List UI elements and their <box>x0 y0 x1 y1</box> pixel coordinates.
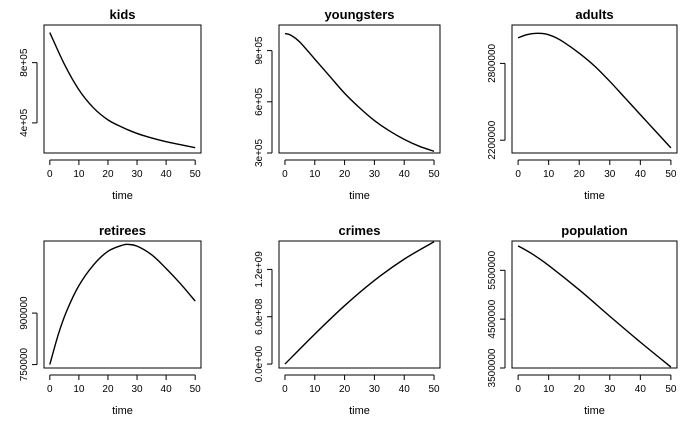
y-tick-label: 750000 <box>19 347 30 381</box>
x-tick-label: 20 <box>574 384 586 395</box>
panel-youngsters: youngsters 0 10 20 30 40 50 time 3e+05 6e+05 9e+05 <box>254 7 441 202</box>
x-tick-label: 30 <box>131 384 143 395</box>
x-tick-label: 0 <box>47 384 53 395</box>
x-tick-label: 20 <box>102 169 114 180</box>
x-axis-label-adults: time <box>584 190 605 202</box>
x-tick-label: 40 <box>161 384 173 395</box>
y-tick-label: 2200000 <box>487 120 498 159</box>
x-axis-label-crimes: time <box>349 405 370 417</box>
x-tick-label: 10 <box>543 384 555 395</box>
y-tick-label: 4500000 <box>487 299 498 338</box>
x-tick-label: 50 <box>428 169 440 180</box>
x-tick-label: 30 <box>369 169 381 180</box>
x-axis-label-kids: time <box>112 190 133 202</box>
x-tick-label: 50 <box>665 169 677 180</box>
x-tick-label: 0 <box>515 169 521 180</box>
plot-frame-youngsters <box>278 24 441 154</box>
x-tick-label: 20 <box>339 169 351 180</box>
x-tick-label: 0 <box>515 384 521 395</box>
y-tick-label: 5500000 <box>487 250 498 289</box>
plot-frame-crimes <box>278 240 441 369</box>
chart-title-kids: kids <box>109 7 135 22</box>
y-tick-label: 2800000 <box>487 43 498 82</box>
x-tick-label: 0 <box>282 169 288 180</box>
plot-frame-kids <box>43 24 202 154</box>
x-tick-label: 30 <box>131 169 143 180</box>
chart-title-population: population <box>561 223 627 238</box>
series-line-retirees <box>49 243 196 365</box>
x-tick-label: 50 <box>665 384 677 395</box>
x-tick-label: 50 <box>190 384 202 395</box>
chart-title-crimes: crimes <box>339 223 381 238</box>
x-tick-label: 10 <box>73 384 85 395</box>
y-tick-label: 8e+05 <box>19 48 30 77</box>
y-tick-label: 6.0e+08 <box>254 298 265 335</box>
y-tick-label: 3500000 <box>487 348 498 387</box>
x-tick-label: 40 <box>399 384 411 395</box>
series-line-youngsters <box>284 32 435 152</box>
y-tick-label: 0.0e+00 <box>254 345 265 382</box>
panel-kids: kids 0 10 20 30 40 50 time 4e+05 8e+05 <box>19 7 202 202</box>
x-tick-label: 40 <box>635 169 647 180</box>
x-tick-label: 0 <box>282 384 288 395</box>
x-tick-label: 10 <box>73 169 85 180</box>
series-line-population <box>517 245 672 368</box>
x-tick-label: 10 <box>309 384 321 395</box>
series-line-kids <box>49 32 196 149</box>
x-tick-label: 10 <box>543 169 555 180</box>
plot-frame-population <box>511 240 678 369</box>
x-tick-label: 20 <box>574 169 586 180</box>
panel-adults: adults 0 10 20 30 40 50 time 2200000 2800000 <box>487 7 678 202</box>
x-tick-label: 50 <box>190 169 202 180</box>
y-tick-label: 1.2e+09 <box>254 251 265 288</box>
plot-frame-adults <box>511 24 678 154</box>
x-tick-label: 10 <box>309 169 321 180</box>
y-tick-label: 3e+05 <box>254 139 265 168</box>
x-tick-label: 50 <box>428 384 440 395</box>
y-tick-label: 6e+05 <box>254 87 265 116</box>
chart-title-retirees: retirees <box>99 223 146 238</box>
x-tick-label: 30 <box>604 169 616 180</box>
y-tick-label: 9e+05 <box>254 36 265 65</box>
y-tick-label: 4e+05 <box>19 108 30 137</box>
chart-title-adults: adults <box>575 7 613 22</box>
panel-crimes: crimes 0 10 20 30 40 50 time 0.0e+00 6.0e+08 1.2e+… <box>254 223 441 417</box>
x-axis-label-youngsters: time <box>349 190 370 202</box>
x-axis-label-retirees: time <box>112 405 133 417</box>
panel-population: population 0 10 20 30 40 50 time 3500000 4500000 5… <box>487 223 678 417</box>
series-line-crimes <box>284 241 435 365</box>
series-line-adults <box>517 32 672 149</box>
x-tick-label: 40 <box>161 169 173 180</box>
panel-retirees: retirees 0 10 20 30 40 50 time 750000 900000 <box>19 223 202 417</box>
x-tick-label: 40 <box>635 384 647 395</box>
x-tick-label: 20 <box>102 384 114 395</box>
y-tick-label: 900000 <box>19 296 30 330</box>
x-tick-label: 30 <box>604 384 616 395</box>
chart-title-youngsters: youngsters <box>324 7 394 22</box>
x-axis-label-population: time <box>584 405 605 417</box>
x-tick-label: 20 <box>339 384 351 395</box>
x-tick-label: 0 <box>47 169 53 180</box>
plot-frame-retirees <box>43 240 202 369</box>
x-tick-label: 30 <box>369 384 381 395</box>
x-tick-label: 40 <box>399 169 411 180</box>
